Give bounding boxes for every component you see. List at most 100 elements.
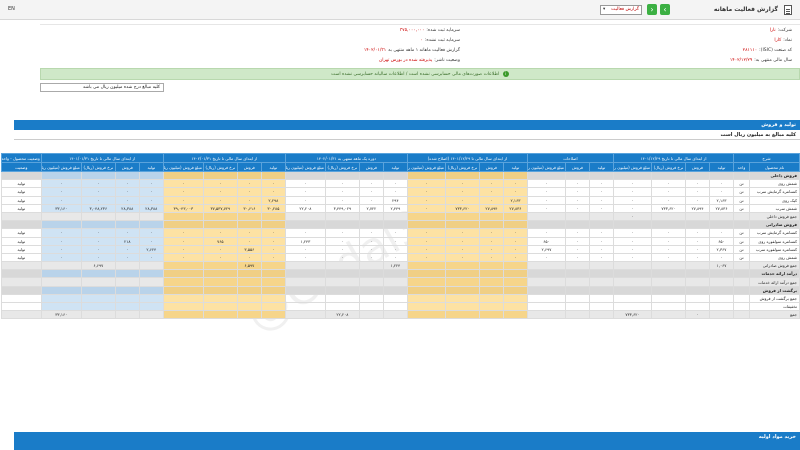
column-header-cell: مبلغ فروش (میلیون ریال) [406, 162, 446, 172]
audit-notice-text: اطلاعات صورت‌های مالی حسابرسی نشده است /… [331, 72, 500, 77]
table-cell [114, 220, 140, 230]
table-cell [502, 285, 528, 295]
table-cell: ۰ [382, 252, 408, 263]
table-cell [444, 285, 480, 295]
table-cell: ۰ [236, 179, 262, 189]
table-cell [526, 277, 566, 287]
table-cell [324, 170, 360, 181]
table-cell: ۳,۰۴۸,۲۳۶ [80, 203, 116, 213]
table-cell: تولید [0, 228, 42, 238]
table-cell: کنسانتره سولفوره سرب [749, 244, 800, 254]
report-type-value: گزارش فعالیت [611, 7, 639, 12]
table-row: برگشت از فروش [0, 285, 800, 295]
table-cell: تن [732, 244, 751, 254]
table-cell [478, 293, 504, 304]
table-cell: ۰ [708, 252, 734, 263]
table-cell [684, 170, 710, 181]
table-cell [406, 261, 446, 271]
table-cell: تخفیفات [749, 301, 800, 312]
report-type-select[interactable]: گزارش فعالیت ▾ [600, 5, 642, 15]
table-cell [406, 170, 446, 181]
table-cell [324, 211, 360, 222]
previous-report-button[interactable]: ‹ [647, 4, 657, 15]
table-cell: ۰ [162, 236, 204, 246]
table-cell [406, 310, 446, 320]
unit-dropdown[interactable]: کلیه مبالغ درج شده میلیون ریال می باشد [40, 83, 164, 92]
table-cell: ۰ [526, 179, 566, 189]
table-row: جمع ۰ ۷۳۳,۶۲۰ ۲۲,۲۰۸ ۳۳,۱۶۰ [0, 310, 800, 320]
column-header-cell: فروش [564, 162, 590, 172]
table-cell: جمع برگشت از فروش [749, 293, 800, 304]
table-cell: ۰ [284, 195, 326, 205]
table-cell: تن [732, 203, 751, 213]
language-switch[interactable]: EN [8, 6, 15, 12]
table-cell: ۲۸,۳۸۸ [138, 203, 164, 213]
table-cell [478, 211, 504, 222]
table-cell [162, 277, 204, 287]
table-cell [444, 211, 480, 222]
table-cell: ۰ [526, 203, 566, 213]
column-header-cell: فروش [114, 162, 140, 172]
table-row: شمش روی تن ۰ ۰ ۰ ۰ ۰ ۰ ۰ ۰ ۰ ۰ ۰ ۰ ۰ ۰ ۰ ۰ ۰ ۰ ۰ ۰ ۰ ۰ ۰ تولید [0, 252, 800, 263]
table-cell [382, 277, 408, 287]
table-cell: ۰ [612, 252, 652, 263]
table-cell: ۰ [114, 179, 140, 189]
table-cell [0, 220, 42, 230]
table-cell [0, 269, 42, 279]
table-cell [162, 293, 204, 304]
table-cell [406, 285, 446, 295]
table-cell: ۰ [324, 195, 360, 205]
table-cell: ۶,۶۹۷ [80, 261, 116, 271]
table-cell [138, 301, 164, 312]
table-cell: ۰ [684, 187, 710, 197]
table-cell [202, 301, 238, 312]
group-header-cell: از ابتدای سال مالی تا تاریخ ۱۴۰۲/۰۱/۳۱ [162, 153, 286, 163]
table-cell: ۰ [80, 187, 116, 197]
table-cell [708, 269, 734, 279]
table-cell [236, 211, 262, 222]
table-cell [114, 261, 140, 271]
table-cell [708, 301, 734, 312]
table-cell: ۰ [324, 179, 360, 189]
table-cell: ۰ [80, 228, 116, 238]
table-cell [684, 261, 710, 271]
table-cell: ۰ [260, 236, 286, 246]
table-cell [564, 310, 590, 320]
table-cell [138, 310, 164, 320]
table-cell: ۰ [260, 187, 286, 197]
table-cell [650, 301, 686, 312]
table-cell [564, 285, 590, 295]
table-cell: ۰ [202, 252, 238, 263]
table-cell [684, 285, 710, 295]
table-row: کنسانتره گرمایش سرب تن ۰ ۰ ۰ ۰ ۰ ۰ ۰ ۰ ۰ ۰ ۰ ۰ ۰ ۰ ۰ ۰ ۰ ۰ ۰… [0, 187, 800, 197]
table-cell [478, 310, 504, 320]
table-cell [444, 293, 480, 304]
group-header-cell: اصلاحات [526, 153, 614, 163]
table-cell: تولید [0, 244, 42, 254]
table-cell: ۲۷,۸۹۴ [684, 203, 710, 213]
table-cell: ۰ [358, 195, 384, 205]
table-cell [684, 269, 710, 279]
table-cell: ۰ [138, 179, 164, 189]
table-cell: جمع فروش صادراتی [749, 261, 800, 271]
table-cell [358, 170, 384, 181]
table-cell: ۲۷,۸۳۶ [708, 203, 734, 213]
group-header-cell: دوره یک ماهه منتهی به ۱۴۰۲/۰۱/۳۱ [284, 153, 408, 163]
table-cell [358, 269, 384, 279]
table-cell: ۰ [684, 310, 710, 320]
next-report-button[interactable]: › [660, 4, 670, 15]
table-cell: ۰ [382, 179, 408, 189]
chevron-left-icon: ‹ [650, 5, 654, 14]
table-cell [382, 269, 408, 279]
table-cell [406, 211, 446, 222]
table-cell: فروش صادراتی [749, 220, 800, 230]
table-cell [406, 269, 446, 279]
table-cell: ۰ [138, 195, 164, 205]
table-cell: ۰ [650, 236, 686, 246]
table-cell [526, 211, 566, 222]
table-cell: ۰ [564, 228, 590, 238]
table-cell: ۰ [650, 252, 686, 263]
company-field: شرکت:نارا [769, 28, 792, 33]
table-cell: ۰ [588, 244, 614, 254]
table-cell: ۳۳,۱۶۰ [40, 310, 82, 320]
